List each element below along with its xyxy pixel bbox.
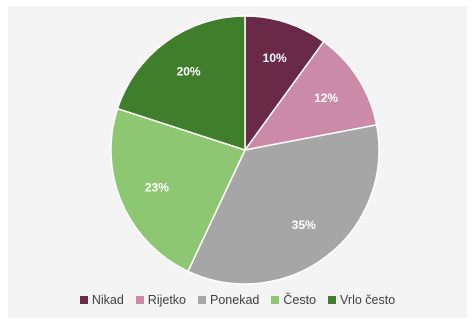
pie-slice-label: 20% bbox=[177, 64, 201, 78]
pie-slice-nikad bbox=[244, 15, 325, 153]
pie-slice-label: 10% bbox=[263, 51, 287, 65]
legend-swatch bbox=[198, 296, 207, 304]
legend-item: Vrlo često bbox=[328, 293, 395, 307]
legend-label: Često bbox=[283, 293, 317, 307]
pie-slice-ponekad bbox=[186, 124, 380, 285]
pie-slice-label: 12% bbox=[314, 91, 338, 105]
legend-swatch bbox=[135, 296, 144, 304]
legend-label: Ponekad bbox=[210, 293, 260, 307]
legend-swatch bbox=[79, 296, 88, 304]
legend-label: Rijetko bbox=[147, 293, 187, 307]
pie-slice-esto bbox=[110, 107, 247, 273]
legend-swatch bbox=[271, 296, 280, 304]
legend-label: Vrlo često bbox=[340, 293, 396, 307]
legend-swatch bbox=[328, 296, 337, 304]
pie-slice-vrlo-esto bbox=[116, 15, 246, 152]
legend-item: Rijetko bbox=[135, 293, 187, 307]
pie-slice-label: 35% bbox=[292, 218, 316, 232]
legend-item: Često bbox=[271, 293, 316, 307]
pie-slice-label: 23% bbox=[145, 180, 169, 194]
chart-legend: Nikad Rijetko Ponekad Često Vrlo često bbox=[0, 291, 475, 309]
legend-item: Ponekad bbox=[198, 293, 259, 307]
legend-label: Nikad bbox=[91, 293, 124, 307]
legend-item: Nikad bbox=[79, 293, 124, 307]
pie-slice-rijetko bbox=[243, 40, 378, 152]
